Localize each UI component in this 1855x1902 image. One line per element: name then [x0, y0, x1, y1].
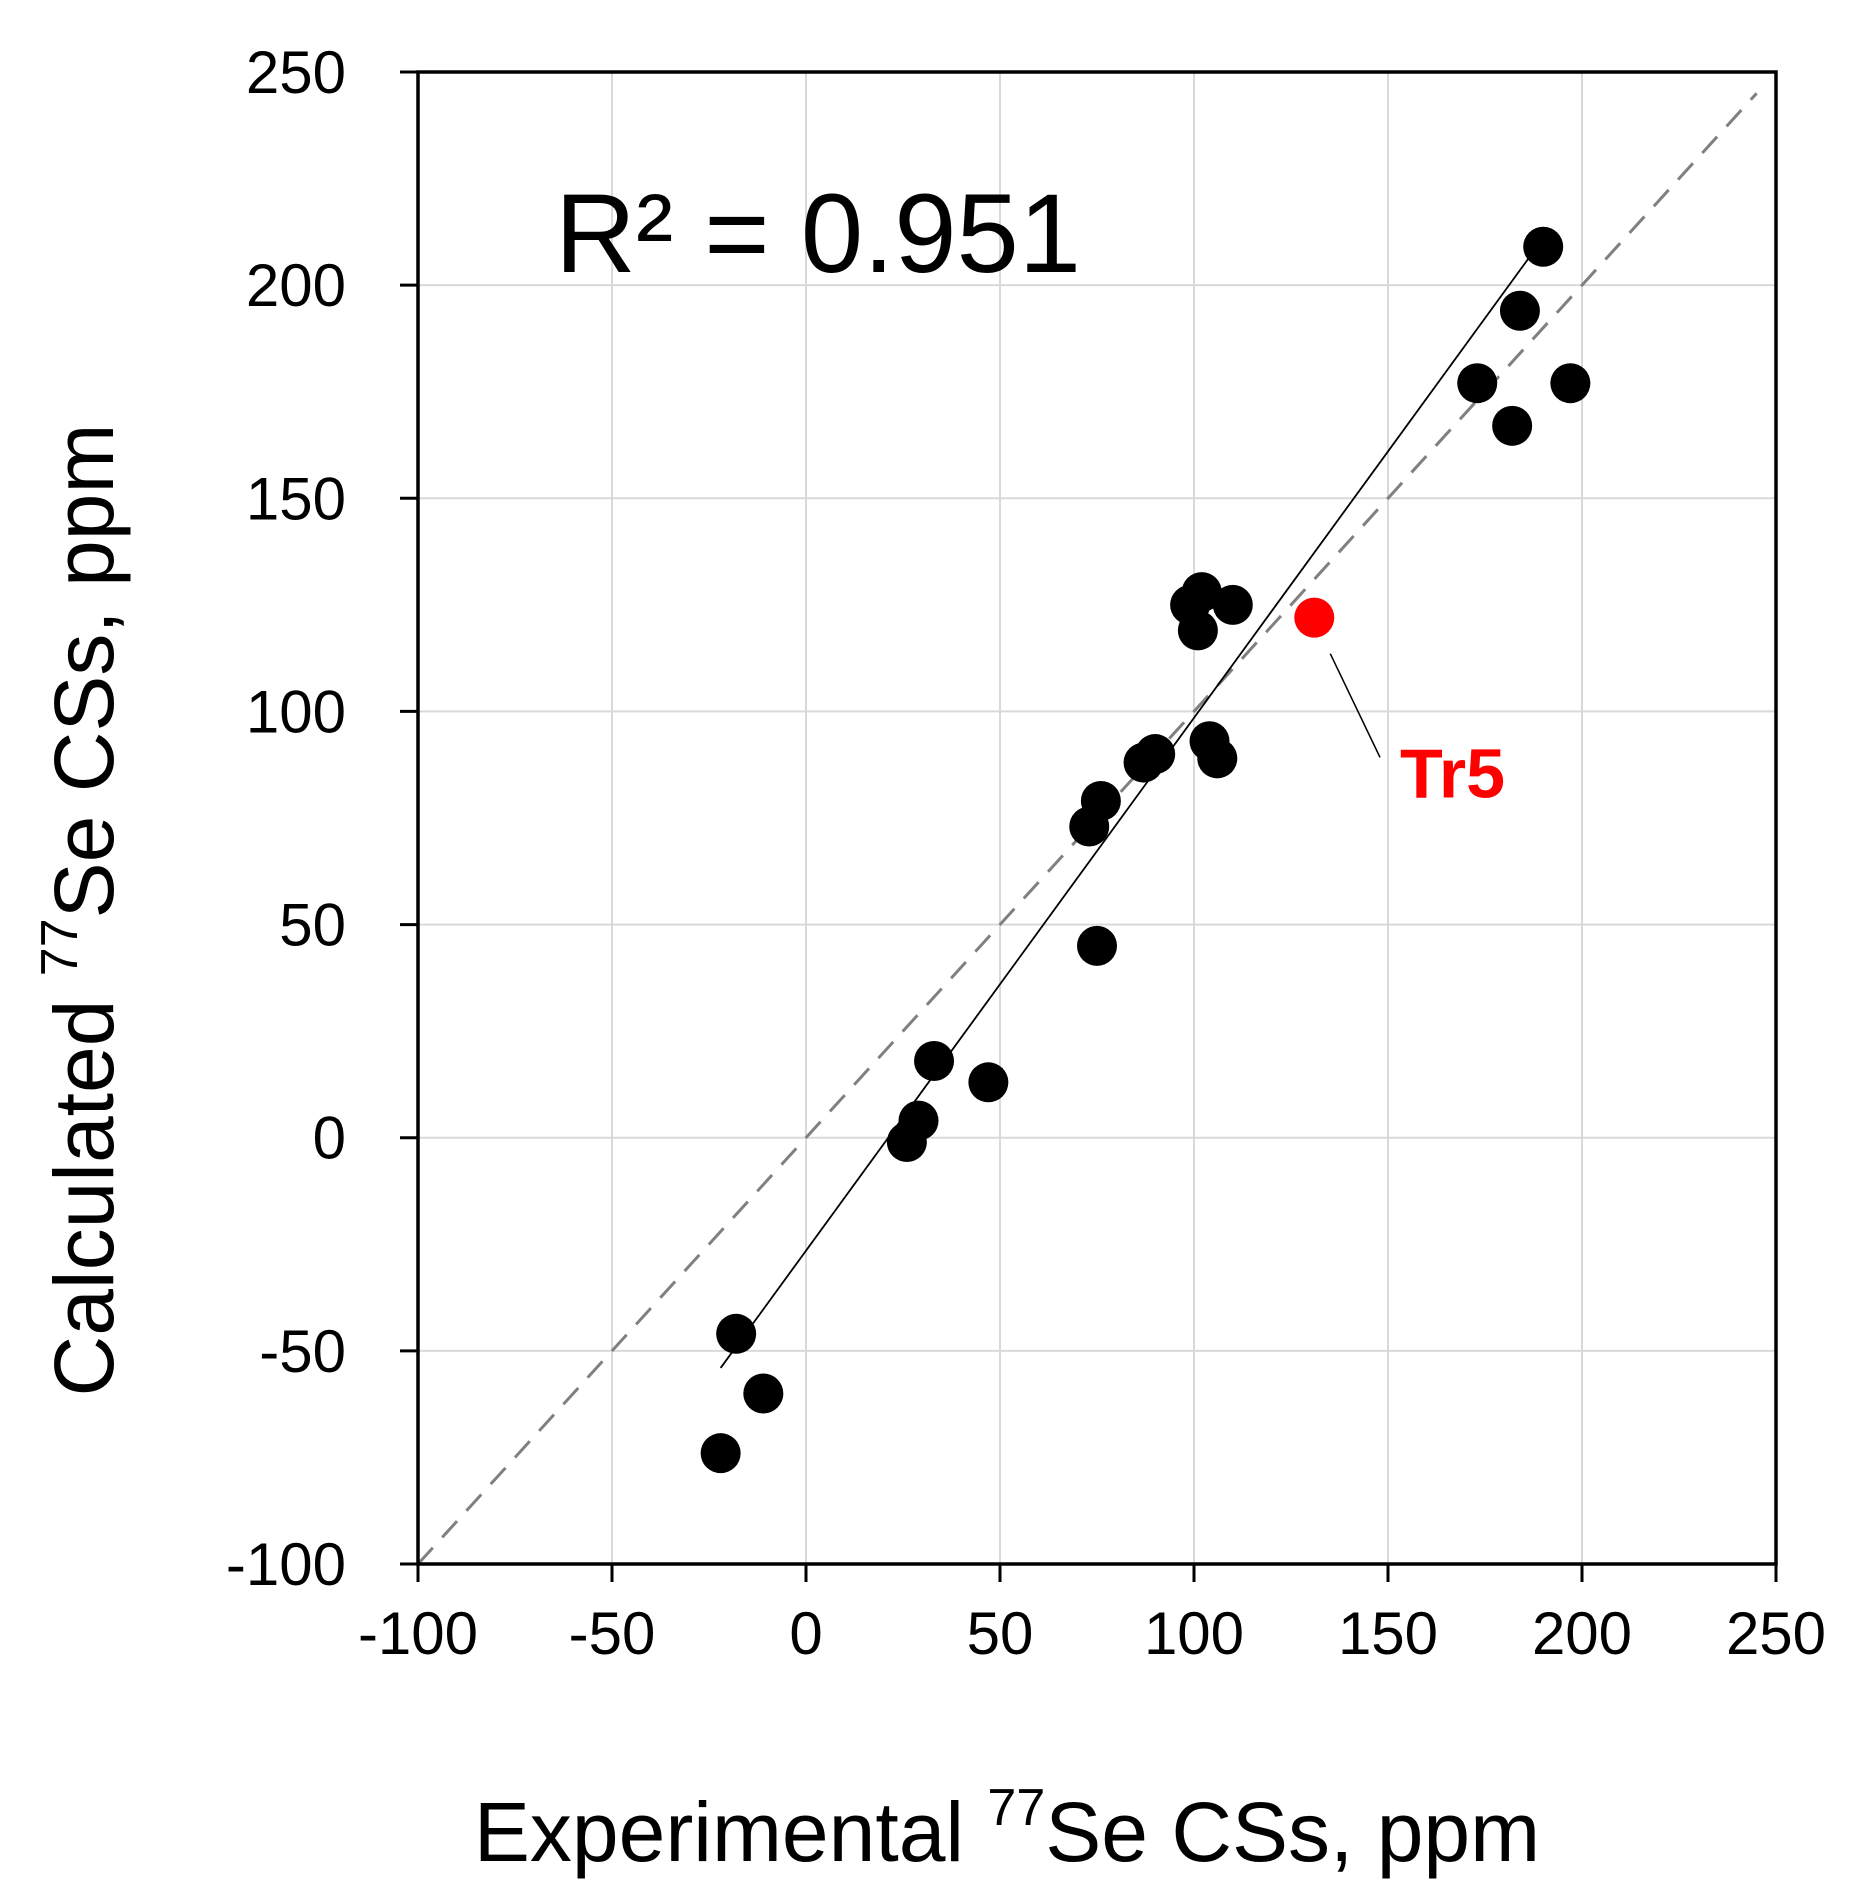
y-tick-label: -100: [226, 1531, 346, 1598]
data-point: [968, 1062, 1009, 1103]
data-point: [1499, 290, 1540, 331]
data-point: [1177, 610, 1218, 651]
x-axis-title-superscript: 77: [987, 1779, 1045, 1837]
x-axis-title: Experimental 77Se CSs, ppm: [474, 1779, 1540, 1879]
data-point: [1492, 405, 1533, 446]
data-point: [1523, 226, 1564, 267]
x-tick-label: 250: [1726, 1600, 1826, 1667]
y-tick-label: 200: [246, 252, 346, 319]
callout-label-tr5: Tr5: [1400, 734, 1505, 812]
data-point: [1077, 925, 1117, 966]
identity-line: [416, 92, 1758, 1566]
y-tick-label: 50: [279, 892, 346, 959]
y-tick-label: 150: [246, 465, 346, 532]
reference-lines: [416, 92, 1758, 1566]
grid: [418, 72, 1776, 1564]
y-axis-title: Calculated 77Se CSs, ppm: [31, 424, 131, 1397]
y-tick-label: -50: [259, 1318, 346, 1385]
callout-leader-line: [1329, 653, 1381, 758]
data-point: [1135, 734, 1176, 775]
regression-line: [719, 237, 1544, 1369]
y-tick-label: 100: [246, 678, 346, 745]
data-point: [716, 1313, 757, 1354]
y-tick-label: 250: [246, 39, 346, 106]
data-point: [914, 1040, 955, 1081]
x-axis-title-prefix: Experimental: [474, 1785, 988, 1879]
plot-frame: [416, 70, 1778, 1566]
data-points: [700, 226, 1591, 1474]
data-point: [1212, 584, 1253, 625]
data-point: [1457, 363, 1498, 404]
x-tick-label: 150: [1338, 1600, 1438, 1667]
data-point: [1080, 780, 1121, 821]
x-tick-label: 0: [789, 1600, 822, 1667]
data-point: [1197, 738, 1238, 779]
data-point: [1550, 363, 1591, 404]
axis-ticks: -100 -50 0 50 100 150 200 250 -100 -50 0 50 100 150 20…: [226, 39, 1826, 1667]
x-axis-title-suffix: Se CSs, ppm: [1045, 1785, 1540, 1879]
data-point: [1181, 572, 1222, 613]
r-squared-annotation: R² = 0.951: [555, 171, 1081, 296]
y-axis-title-superscript: 77: [31, 918, 89, 976]
data-point: [700, 1433, 741, 1474]
y-axis-title-prefix: Calculated: [37, 976, 131, 1396]
x-tick-label: -50: [569, 1600, 656, 1667]
x-tick-label: 100: [1144, 1600, 1244, 1667]
x-tick-label: 50: [967, 1600, 1034, 1667]
x-tick-label: -100: [358, 1600, 478, 1667]
data-point: [898, 1100, 939, 1141]
y-axis-title-suffix: Se CSs, ppm: [37, 424, 131, 919]
y-tick-label: 0: [313, 1105, 346, 1172]
data-point-tr5: [1294, 597, 1335, 638]
x-tick-label: 200: [1532, 1600, 1632, 1667]
data-point: [743, 1373, 784, 1414]
